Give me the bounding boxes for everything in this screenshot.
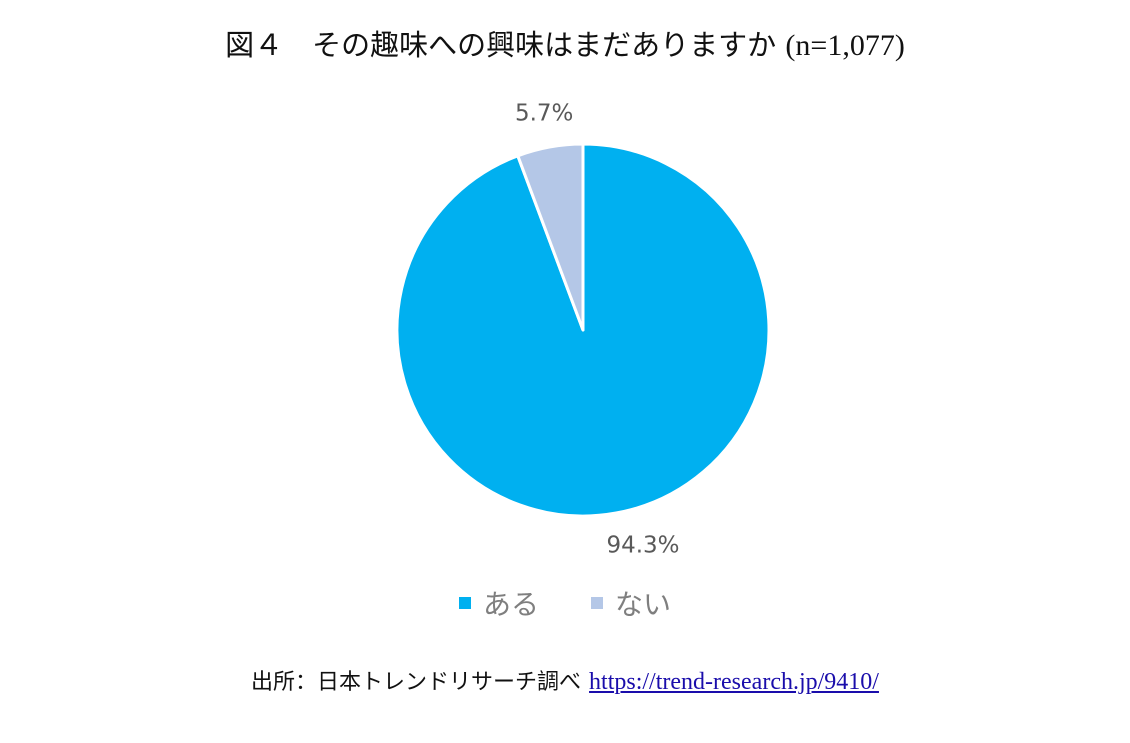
source-note: 出所：日本トレンドリサーチ調べ https://trend-research.jp… <box>0 664 1130 696</box>
chart-title: 図４ その趣味への興味はまだありますか (n=1,077) <box>0 22 1130 64</box>
pie-slices <box>395 142 771 518</box>
source-link[interactable]: https://trend-research.jp/9410/ <box>589 669 879 695</box>
data-label-nai: 5.7% <box>515 101 573 127</box>
source-prefix: 出所：日本トレンドリサーチ調べ <box>251 670 582 695</box>
legend-item-nai: ない <box>591 583 671 623</box>
data-label-aru: 94.3% <box>606 533 679 559</box>
sample-size-label: (n=1,077) <box>785 29 905 62</box>
legend-swatch-aru <box>458 597 471 609</box>
pie-slice-aru <box>395 142 771 518</box>
legend-label-aru: ある <box>482 588 539 621</box>
chart-legend: ある ない <box>0 583 1130 623</box>
legend-swatch-nai <box>591 597 603 609</box>
legend-label-nai: ない <box>615 588 672 621</box>
pie-data-labels: 94.3% 5.7% <box>515 101 680 559</box>
legend-item-aru: ある <box>458 583 539 623</box>
chart-title-text: 図４ その趣味への興味はまだありますか <box>225 28 777 62</box>
pie-slice-nai <box>516 142 585 332</box>
pie-chart: 94.3% 5.7% <box>395 101 771 559</box>
